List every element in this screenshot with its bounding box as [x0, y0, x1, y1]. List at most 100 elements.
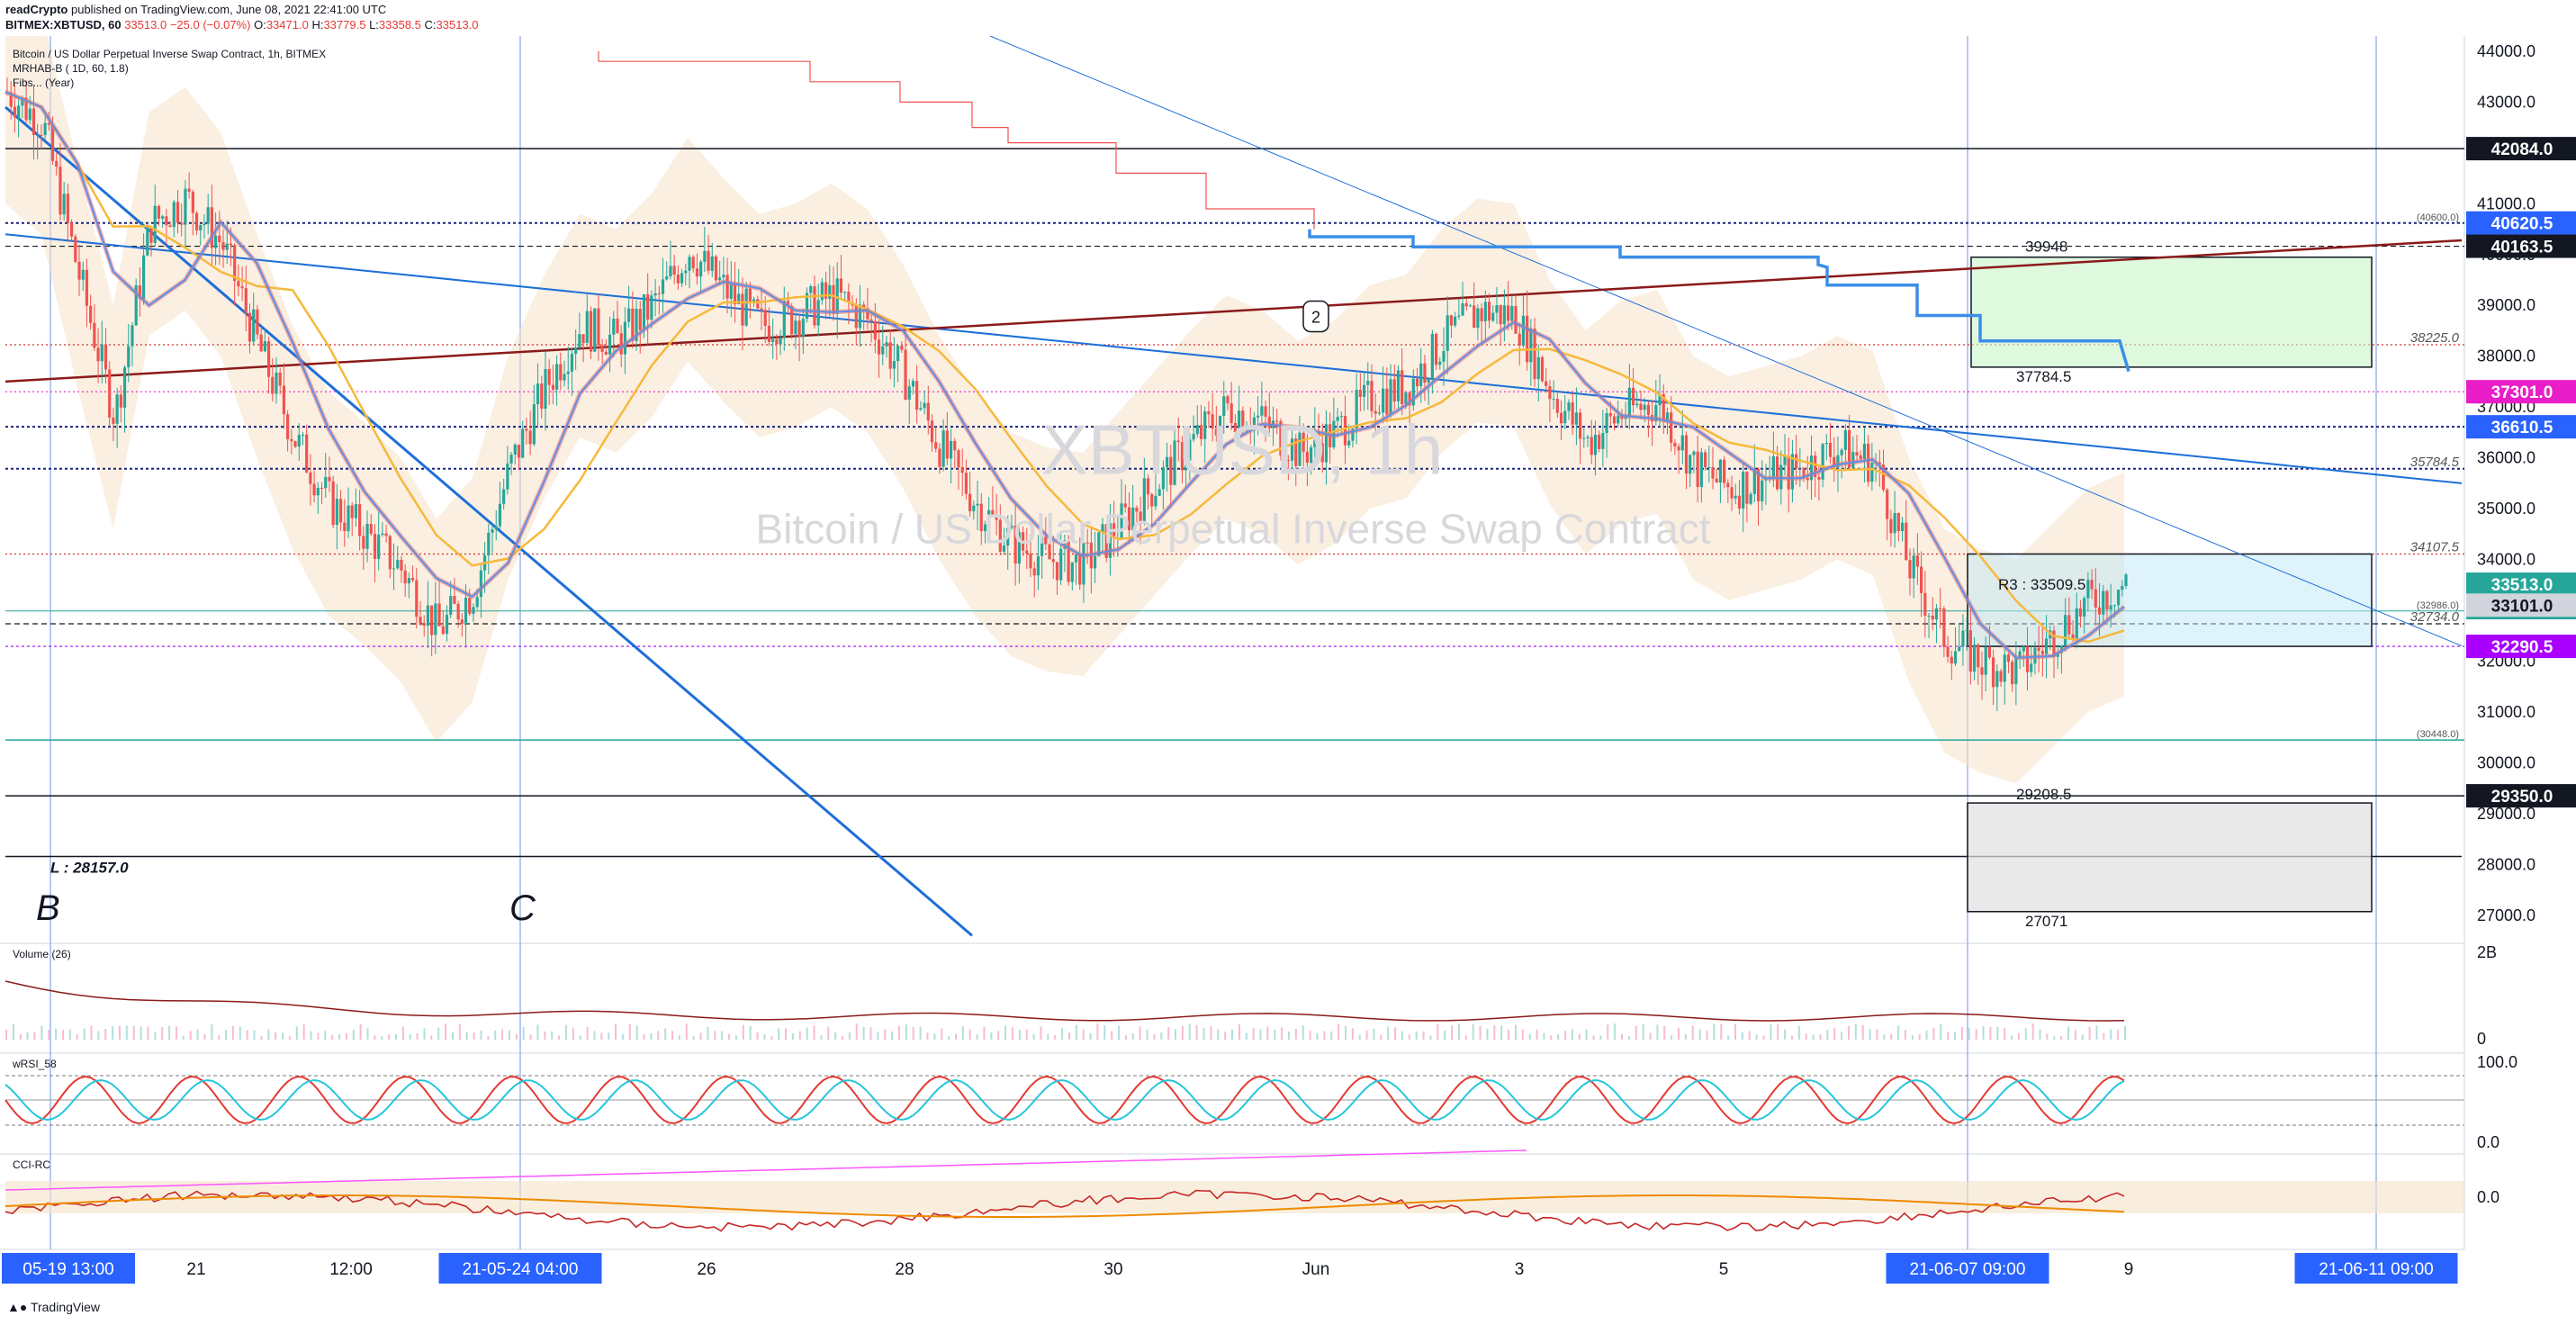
volume-bar [785, 1028, 788, 1040]
candle-body [1726, 482, 1730, 488]
volume-bar [473, 1032, 475, 1040]
candle-body [214, 235, 218, 248]
candle-body [979, 503, 983, 532]
candle-body [566, 371, 570, 374]
volume-bar [714, 1031, 716, 1040]
publisher[interactable]: readCrypto [5, 3, 68, 16]
candle-body [1590, 437, 1593, 455]
candle-body [782, 301, 786, 338]
candle-body [131, 325, 134, 347]
volume-bar [225, 1030, 228, 1040]
volume-bar [1231, 1029, 1234, 1040]
candle-body [941, 430, 945, 467]
volume-bar [1323, 1031, 1326, 1040]
candle-body [1567, 402, 1571, 411]
volume-bar [423, 1028, 426, 1040]
volume-bar [1294, 1029, 1297, 1040]
volume-bar [855, 1023, 858, 1040]
candle-body [1756, 469, 1761, 501]
volume-bar [558, 1035, 561, 1040]
candle-body [725, 275, 729, 299]
candle-body [157, 205, 161, 219]
volume-bar [1727, 1035, 1730, 1040]
x-tick-label: 28 [895, 1260, 914, 1279]
x-tick-label: 12:00 [329, 1260, 373, 1279]
volume-bar [791, 1032, 794, 1040]
candle-body [191, 192, 194, 213]
tradingview-logo[interactable]: ▲● TradingView [7, 1300, 100, 1314]
candle-body [1946, 646, 1950, 657]
candle-body [1362, 384, 1366, 397]
candle-body [1545, 381, 1548, 387]
candle-body [384, 533, 388, 536]
candle-body [369, 524, 373, 534]
candle-body [1324, 424, 1329, 463]
candle-body [47, 122, 50, 125]
candle-body [907, 386, 911, 401]
volume-bar [593, 1031, 596, 1040]
volume-bar [2060, 1035, 2063, 1040]
candle-body [108, 369, 112, 418]
candle-body [1867, 443, 1870, 482]
volume-bar [1833, 1028, 1836, 1040]
candle-body [1862, 443, 1867, 460]
volume-bar [1812, 1034, 1815, 1040]
candle-body [2121, 585, 2124, 590]
candle-body [456, 603, 460, 620]
candle-body [995, 515, 998, 520]
candle-body [278, 372, 282, 386]
volume-bar [551, 1031, 554, 1040]
y-tick-label: 30000.0 [2477, 753, 2535, 771]
candle-body [373, 533, 377, 559]
candle-body [2022, 646, 2025, 652]
candle-body [559, 364, 563, 381]
candle-body [1010, 525, 1013, 528]
price-badge [2466, 380, 2576, 404]
cci-signal [5, 1194, 2125, 1218]
low-label: L: [369, 18, 379, 32]
volume-bar [1451, 1025, 1454, 1040]
volume-bar [1557, 1034, 1560, 1040]
volume-bar [395, 1033, 398, 1040]
candle-body [1464, 302, 1468, 307]
candle-body [396, 559, 400, 569]
candle-body [1165, 456, 1169, 468]
candle-body [40, 134, 43, 136]
candle-body [89, 305, 93, 323]
candle-body [141, 255, 146, 300]
candle-body [100, 344, 104, 362]
mrhab-legend: MRHAB-B ( 1D, 60, 1.8) [13, 62, 129, 75]
volume-bar [1536, 1029, 1538, 1040]
chart-title: Bitcoin / US Dollar Perpetual Inverse Sw… [13, 48, 327, 60]
volume-bar [820, 1035, 823, 1040]
candle-body [1218, 415, 1222, 436]
volume-bar [2074, 1030, 2076, 1040]
candle-body [1900, 522, 1905, 532]
volume-bar [19, 1033, 22, 1040]
volume-bar [749, 1025, 752, 1040]
candle-body [1184, 460, 1188, 471]
volume-bar [1585, 1029, 1588, 1040]
volume-bar [1011, 1027, 1013, 1040]
candle-body [127, 346, 131, 368]
volume-bar [2031, 1023, 2034, 1040]
candle-body [1847, 429, 1851, 468]
candle-body [718, 277, 722, 281]
candle-body [1802, 467, 1806, 478]
candle-body [824, 282, 828, 300]
volume-bar [1770, 1024, 1772, 1040]
candle-body [1912, 555, 1915, 579]
volume-bar [501, 1029, 504, 1040]
candle-body [528, 430, 532, 445]
candle-body [669, 266, 672, 277]
candle-body [358, 504, 362, 536]
candle-body [938, 448, 941, 467]
candle-body [665, 276, 669, 280]
candle-body [233, 245, 237, 282]
y-tick-label: 34000.0 [2477, 551, 2535, 569]
volume-bar [374, 1035, 376, 1040]
candle-body [1294, 438, 1298, 466]
candle-body [881, 346, 885, 355]
x-tick-label: 21 [186, 1260, 205, 1279]
